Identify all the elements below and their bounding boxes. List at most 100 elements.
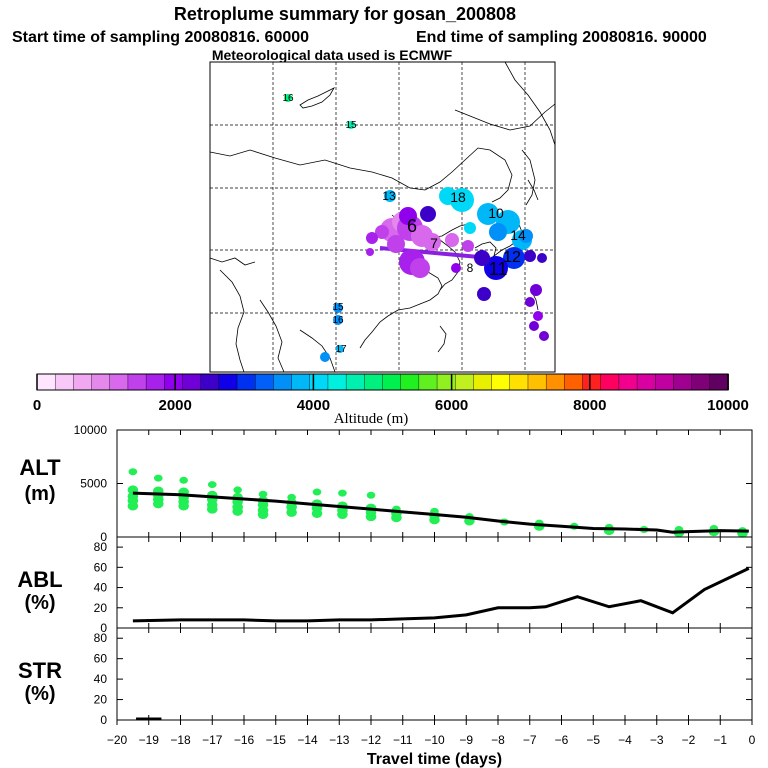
colorbar-cell	[436, 373, 457, 391]
trajectory-blob	[519, 229, 533, 243]
trajectory-blob	[333, 303, 343, 313]
colorbar-cell	[291, 373, 311, 391]
colorbar-cell	[236, 373, 257, 391]
y-tick-label: 40	[94, 672, 108, 686]
colorbar-cell	[564, 373, 584, 391]
trajectory-blob	[451, 263, 461, 273]
colorbar-cell	[473, 373, 493, 391]
map-label: 10	[488, 205, 504, 221]
map-label: 16	[282, 93, 294, 104]
y-tick-label: 60	[94, 560, 108, 574]
colorbar-tick-label: 0	[33, 397, 41, 414]
alt-point	[153, 474, 163, 482]
x-tick-label: 0	[749, 733, 756, 747]
figure-title: Retroplume summary for gosan_200808	[174, 4, 516, 24]
y-tick-label: 20	[94, 601, 108, 615]
colorbar-cell	[636, 373, 657, 391]
map-label: 12	[503, 249, 521, 266]
trajectory-blob	[489, 223, 507, 241]
colorbar-tick-label: 4000	[297, 397, 330, 414]
y-tick-label: 40	[94, 581, 108, 595]
trajectory-blob	[347, 121, 355, 129]
panel-yunit: (%)	[24, 592, 55, 614]
trajectory-blob	[445, 233, 459, 247]
x-tick-label: −9	[459, 733, 473, 747]
x-tick-label: −6	[555, 733, 569, 747]
colorbar-cell	[455, 373, 475, 391]
y-tick-label: 60	[94, 652, 108, 666]
alt-point	[337, 510, 348, 520]
colorbar-cell	[218, 373, 238, 391]
colorbar-cell	[164, 373, 184, 391]
alt-point	[127, 501, 139, 511]
panel-yunit: (%)	[24, 683, 55, 705]
trajectory-blob	[464, 222, 476, 234]
x-tick-label: −8	[491, 733, 505, 747]
colorbar-cell	[200, 373, 220, 391]
trajectory-blob	[420, 206, 436, 222]
trajectory-blob	[477, 287, 491, 301]
colorbar-cell	[673, 373, 693, 391]
map-age-labels: 16 15 13 18 6 7 8 11 12 14 10 15 16 17	[282, 93, 526, 355]
alt-point	[366, 491, 376, 499]
x-tick-label: −1	[713, 733, 727, 747]
y-tick-label: 0	[100, 530, 107, 544]
y-tick-label: 80	[94, 631, 108, 645]
colorbar-cell	[418, 373, 438, 391]
x-tick-label: −4	[618, 733, 632, 747]
colorbar-cell	[527, 373, 547, 391]
trajectory-blob	[533, 311, 543, 321]
map-label: 13	[382, 189, 396, 203]
trajectory-blob	[336, 345, 344, 353]
x-tick-label: −3	[650, 733, 664, 747]
map-label: 7	[430, 235, 438, 251]
y-tick-label: 0	[100, 713, 107, 727]
alt-point	[286, 507, 297, 517]
map-label: 17	[335, 344, 347, 355]
trajectory-blob	[366, 232, 378, 244]
map-label: 15	[332, 302, 344, 313]
colorbar-cell	[618, 373, 638, 391]
y-tick-label: 0	[100, 621, 107, 635]
y-tick-label: 5000	[80, 477, 107, 491]
chart-panels: 0500010000ALT(m)020406080ABL(%)020406080…	[17, 423, 755, 768]
map-label: 18	[450, 189, 466, 205]
y-tick-label: 10000	[74, 423, 108, 437]
alt-point	[312, 488, 322, 496]
x-tick-label: −14	[297, 733, 318, 747]
x-tick-label: −2	[682, 733, 696, 747]
colorbar-cell	[709, 373, 729, 391]
map-label: 16	[332, 315, 344, 326]
trajectory-blob	[529, 321, 539, 331]
trajectory-blob	[524, 250, 536, 262]
x-tick-label: −17	[202, 733, 223, 747]
x-tick-label: −10	[424, 733, 445, 747]
alt-point	[179, 476, 188, 484]
trajectory-blob	[503, 247, 525, 269]
trajectory-blob	[474, 250, 490, 266]
alt-point	[178, 501, 189, 511]
colorbar-cell	[400, 373, 420, 391]
alt-point	[128, 468, 138, 476]
trajectory-blob	[366, 248, 374, 256]
colorbar-cell	[273, 373, 293, 391]
trajectory-blob	[525, 297, 535, 307]
alt-point	[233, 486, 242, 494]
trajectory-blob	[462, 240, 474, 252]
colorbar-cell	[309, 373, 329, 391]
x-tick-label: −5	[586, 733, 600, 747]
trajectory-blob	[539, 331, 549, 341]
map-label: 6	[407, 216, 417, 236]
colorbar-cell	[36, 373, 56, 391]
map-label: 8	[467, 261, 474, 275]
trajectory-blob	[333, 315, 343, 325]
colorbar-cell	[327, 373, 347, 391]
panel-ylabel: ALT	[19, 455, 61, 480]
trajectory-blob	[484, 256, 508, 280]
panel-yunit: (m)	[24, 483, 55, 505]
x-tick-label: −20	[107, 733, 128, 747]
colorbar-cell	[655, 373, 675, 391]
alt-point	[257, 510, 269, 520]
